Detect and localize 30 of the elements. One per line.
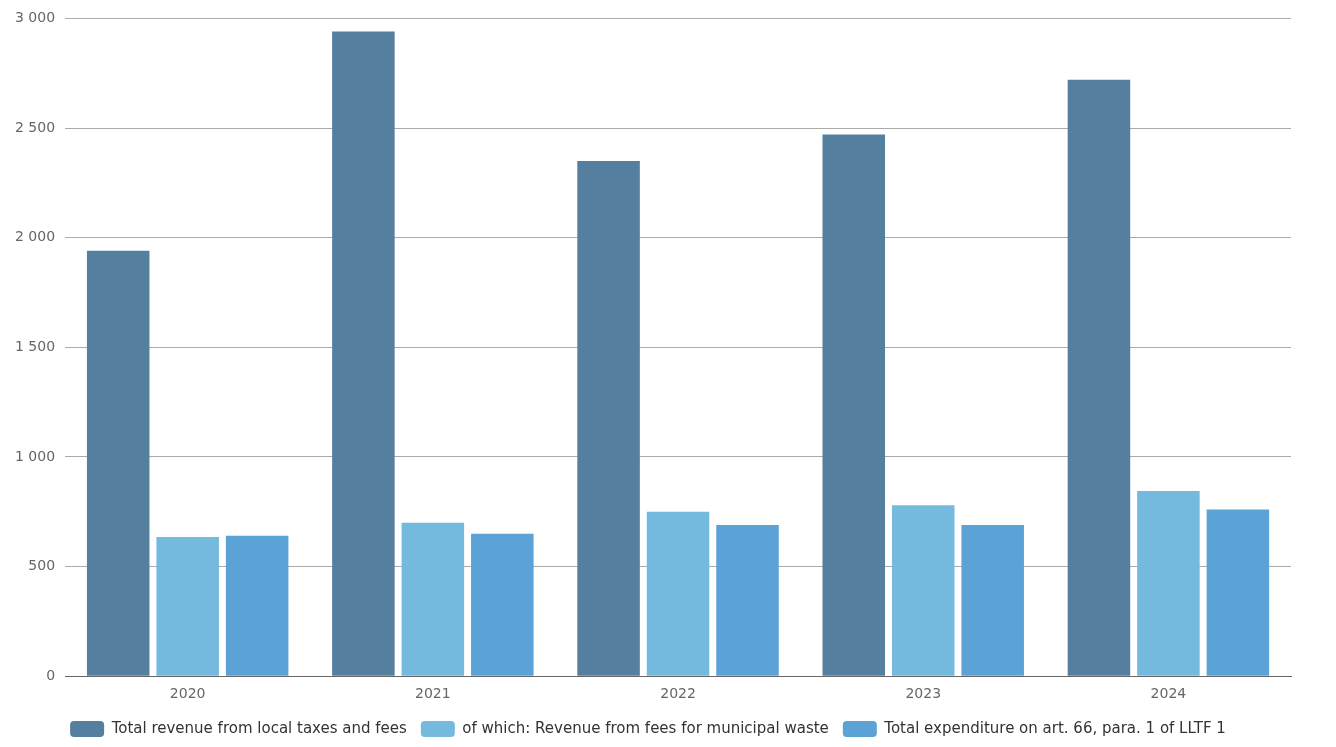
bar <box>471 533 534 676</box>
x-tick-label: 2023 <box>905 685 942 702</box>
bar <box>401 522 465 676</box>
y-tick-label: 3 000 <box>14 9 56 26</box>
x-tick-label: 2021 <box>415 685 451 702</box>
bar <box>225 535 289 676</box>
x-tick-label: 2020 <box>169 685 206 702</box>
y-tick-label: 1 000 <box>14 447 56 464</box>
bar <box>156 536 219 676</box>
bar <box>1206 509 1270 676</box>
bar <box>716 524 779 676</box>
bar <box>86 250 150 676</box>
bar <box>1067 79 1131 676</box>
y-tick-label: 500 <box>28 557 56 574</box>
bar <box>577 160 640 676</box>
bar <box>822 134 886 676</box>
x-tick-label: 2022 <box>660 685 696 702</box>
legend-label: Total revenue from local taxes and fees <box>110 718 408 737</box>
bar <box>891 505 955 676</box>
legend-label: Total expenditure on art. 66, para. 1 of LLTF 1 <box>883 718 1226 737</box>
legend-label: of which: Revenue from fees for municipal waste <box>462 718 829 737</box>
x-tick-label: 2024 <box>1150 685 1187 702</box>
y-tick-label: 2 000 <box>14 228 56 245</box>
y-tick-label: 1 500 <box>14 337 56 354</box>
bar <box>332 31 395 676</box>
y-tick-label: 2 500 <box>14 118 56 135</box>
y-tick-label: 0 <box>46 666 56 683</box>
bar <box>961 524 1024 676</box>
bar <box>1137 490 1200 676</box>
bar <box>646 511 710 676</box>
